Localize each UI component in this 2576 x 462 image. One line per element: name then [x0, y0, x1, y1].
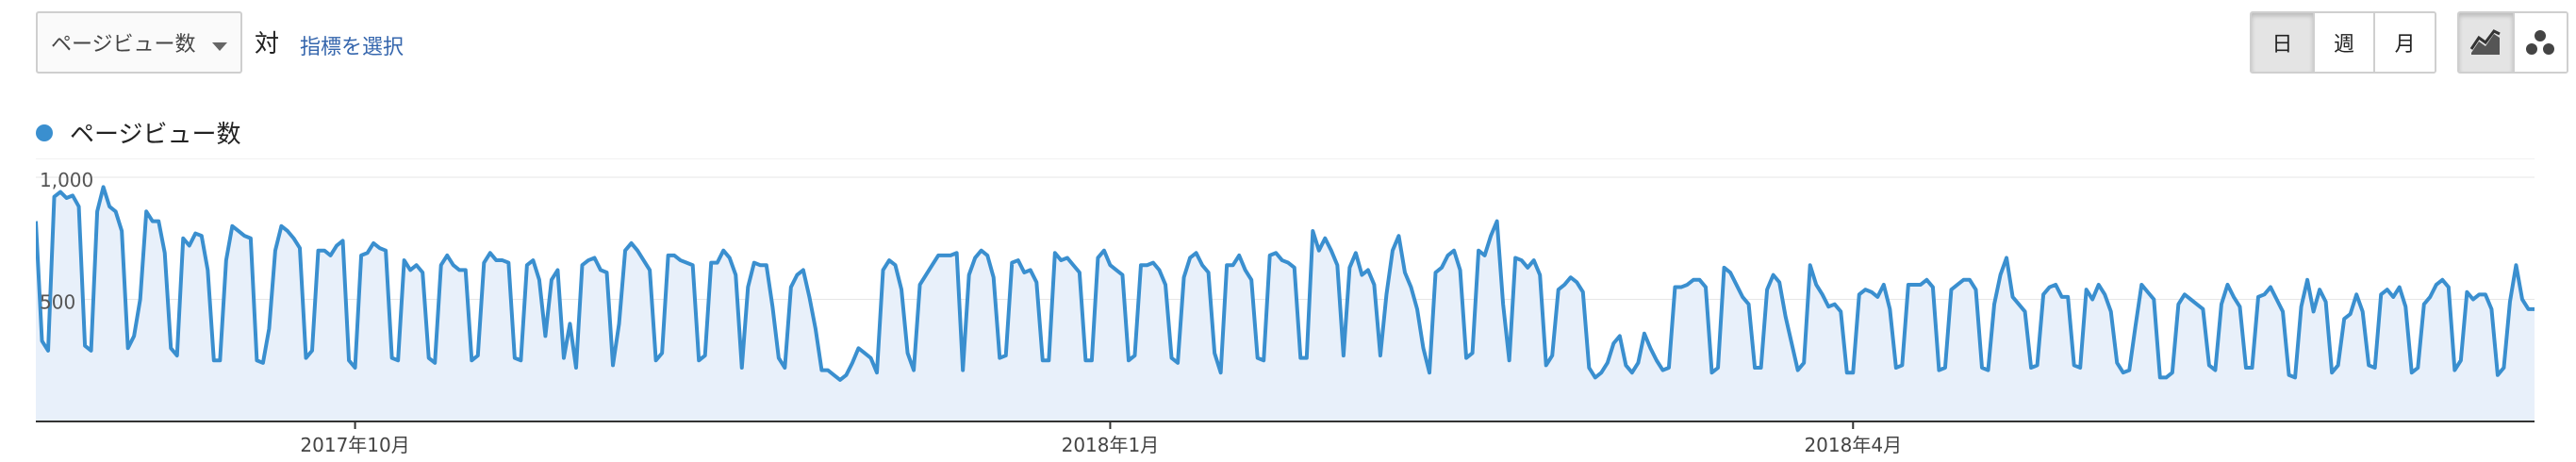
- series-line: [34, 185, 2535, 382]
- metric-dropdown-value: ページビュー数: [51, 33, 196, 57]
- report-toolbar: ページビュー数 対 指標を選択 日 週 月: [0, 0, 2576, 94]
- y-tick-label: 1,000: [40, 169, 93, 191]
- line-chart-button[interactable]: [2459, 13, 2513, 72]
- line-chart-icon: [2470, 29, 2502, 55]
- y-tick-label: 500: [40, 291, 75, 314]
- motion-chart-icon: [2526, 30, 2555, 55]
- x-tick-label: 2018年1月: [1062, 434, 1160, 456]
- chevron-down-icon: [212, 42, 227, 51]
- metric-dropdown[interactable]: ページビュー数: [36, 11, 242, 74]
- legend-series-swatch: [36, 124, 53, 141]
- motion-chart-button[interactable]: [2512, 13, 2567, 72]
- select-metric-link[interactable]: 指標を選択: [300, 36, 405, 59]
- week-button[interactable]: 週: [2312, 13, 2374, 72]
- x-tick-label: 2018年4月: [1804, 434, 1902, 456]
- legend-series-label: ページビュー数: [70, 121, 241, 149]
- series-area: [36, 187, 2535, 421]
- versus-label: 対: [255, 30, 280, 58]
- x-tick-label: 2017年10月: [300, 434, 409, 456]
- month-button[interactable]: 月: [2373, 13, 2435, 72]
- chart-legend: ページビュー数: [36, 115, 240, 150]
- chart-type-toggle: [2457, 11, 2568, 74]
- day-button[interactable]: 日: [2252, 13, 2313, 72]
- granularity-toggle: 日 週 月: [2250, 11, 2436, 74]
